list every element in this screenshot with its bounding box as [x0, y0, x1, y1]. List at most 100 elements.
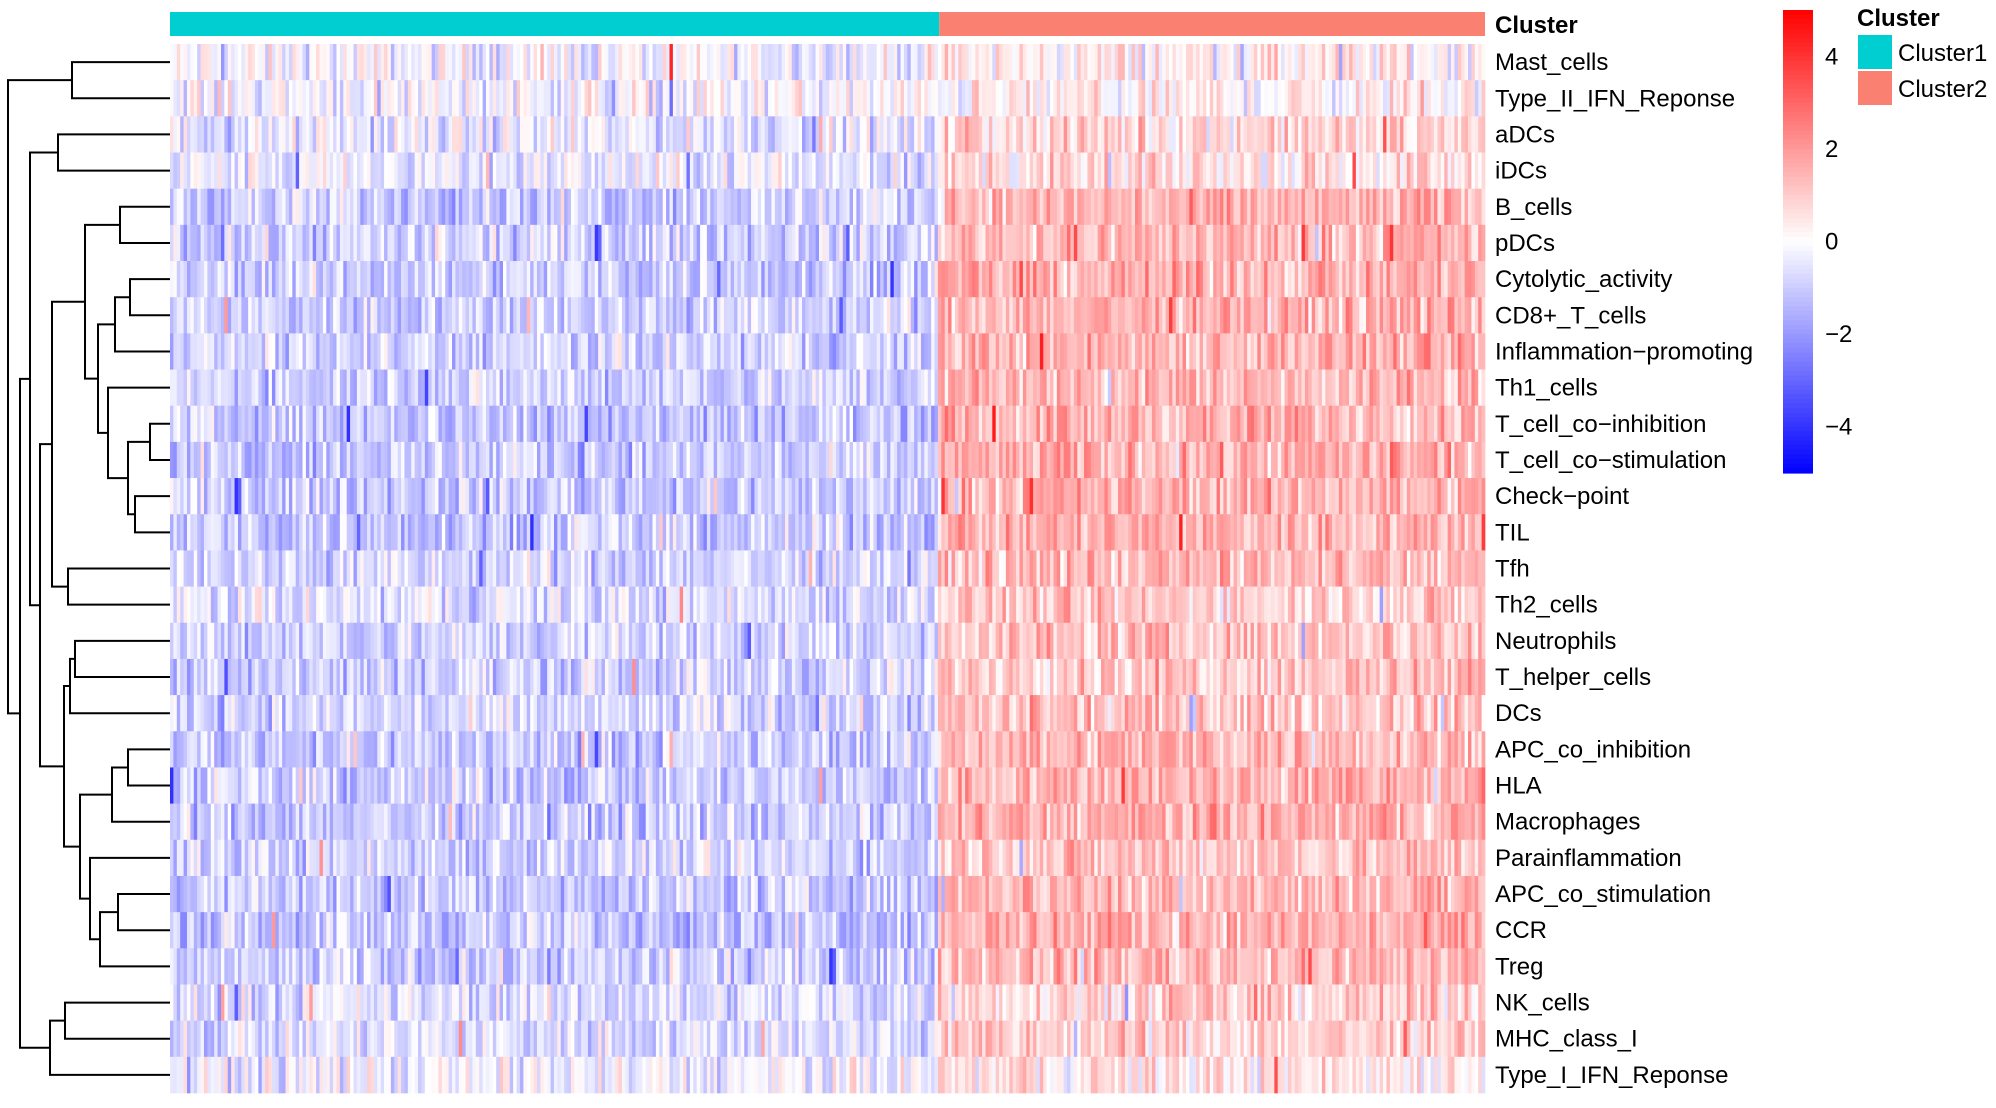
heatmap-cell	[384, 261, 388, 298]
heatmap-cell	[744, 405, 748, 443]
heatmap-cell	[567, 441, 572, 479]
heatmap-cell	[1474, 261, 1479, 298]
heatmap-cell	[489, 441, 494, 479]
heatmap-cell	[265, 369, 269, 407]
heatmap-cell	[1393, 44, 1398, 81]
heatmap-cell	[407, 333, 412, 370]
heatmap-cell	[564, 116, 568, 153]
heatmap-cell	[217, 188, 222, 226]
heatmap-cell	[961, 44, 966, 81]
heatmap-cell	[1481, 297, 1486, 334]
heatmap-cell	[1447, 188, 1452, 226]
heatmap-cell	[710, 152, 715, 190]
heatmap-cell	[407, 224, 412, 262]
heatmap-cell	[373, 188, 378, 226]
heatmap-cell	[835, 116, 840, 153]
heatmap-cell	[509, 333, 514, 370]
heatmap-cell	[1410, 405, 1414, 443]
heatmap-cell	[1393, 405, 1398, 443]
heatmap-cell	[533, 44, 538, 81]
heatmap-cell	[1406, 152, 1411, 190]
heatmap-cell	[995, 80, 1000, 117]
heatmap-cell	[1012, 152, 1017, 190]
heatmap-cell	[1403, 80, 1408, 117]
heatmap-cell	[982, 441, 986, 479]
heatmap-cell	[394, 152, 399, 190]
heatmap-cell	[224, 297, 229, 334]
heatmap-cell	[1457, 369, 1462, 407]
heatmap-cell	[587, 116, 592, 153]
heatmap-cell	[900, 333, 905, 370]
heatmap-cell	[995, 333, 1000, 370]
heatmap-cell	[713, 441, 718, 479]
heatmap-cell	[1101, 405, 1105, 443]
heatmap-cell	[363, 152, 368, 190]
heatmap-cell	[319, 297, 324, 334]
heatmap-cell	[1444, 441, 1448, 479]
heatmap-cell	[672, 152, 677, 190]
heatmap-cell	[1060, 224, 1065, 262]
heatmap-cell	[632, 116, 636, 153]
heatmap-cell	[367, 224, 371, 262]
heatmap-cell	[435, 405, 439, 443]
heatmap-cell	[295, 261, 300, 298]
heatmap-cell	[1012, 224, 1017, 262]
heatmap-cell	[594, 188, 599, 226]
heatmap-cell	[815, 261, 820, 298]
heatmap-cell	[720, 478, 725, 515]
heatmap-cell	[441, 478, 446, 515]
heatmap-cell	[1420, 152, 1425, 190]
heatmap-cell	[210, 405, 215, 443]
heatmap-cell	[856, 369, 861, 407]
heatmap-cell	[1260, 80, 1265, 117]
heatmap-cell	[282, 333, 286, 370]
heatmap-cell	[1179, 369, 1183, 407]
heatmap-cell	[455, 478, 460, 515]
heatmap-cell	[703, 405, 708, 443]
heatmap-cell	[1046, 188, 1051, 226]
heatmap-cell	[387, 261, 392, 298]
heatmap-cell	[1209, 80, 1214, 117]
heatmap-cell	[560, 441, 565, 479]
heatmap-cell	[1400, 224, 1404, 262]
heatmap-cell	[822, 224, 827, 262]
heatmap-cell	[550, 80, 555, 117]
heatmap-cell	[414, 297, 419, 334]
heatmap-cell	[1287, 441, 1292, 479]
heatmap-cell	[1386, 152, 1391, 190]
heatmap-cell	[1230, 44, 1234, 81]
heatmap-cell	[815, 224, 820, 262]
heatmap-cell	[849, 405, 854, 443]
heatmap-cell	[951, 441, 956, 479]
heatmap-cell	[1141, 152, 1146, 190]
heatmap-cell	[903, 116, 908, 153]
heatmap-cell	[1274, 261, 1279, 298]
heatmap-cell	[652, 152, 657, 190]
heatmap-cell	[961, 80, 966, 117]
heatmap-cell	[482, 44, 487, 81]
heatmap-cell	[1355, 80, 1360, 117]
heatmap-cell	[1284, 441, 1289, 479]
heatmap-cell	[866, 441, 871, 479]
heatmap-cell	[1189, 80, 1194, 117]
heatmap-cell	[1016, 297, 1020, 334]
heatmap-cell	[1451, 224, 1455, 262]
heatmap-cell	[1464, 261, 1469, 298]
heatmap-cell	[1294, 80, 1299, 117]
heatmap-cell	[666, 333, 670, 370]
heatmap-cell	[1250, 478, 1255, 515]
heatmap-cell	[367, 80, 371, 117]
heatmap-cell	[251, 80, 256, 117]
heatmap-cell	[322, 224, 327, 262]
heatmap-cell	[203, 224, 208, 262]
dendrogram-branch	[19, 377, 50, 1049]
heatmap-cell	[536, 297, 541, 334]
heatmap-cell	[305, 224, 310, 262]
heatmap-cell	[1372, 369, 1377, 407]
heatmap-cell	[1118, 44, 1122, 81]
heatmap-cell	[1454, 44, 1459, 81]
heatmap-cell	[265, 44, 269, 81]
heatmap-cell	[1172, 405, 1177, 443]
heatmap-cell	[615, 405, 619, 443]
heatmap-cell	[1111, 478, 1115, 515]
